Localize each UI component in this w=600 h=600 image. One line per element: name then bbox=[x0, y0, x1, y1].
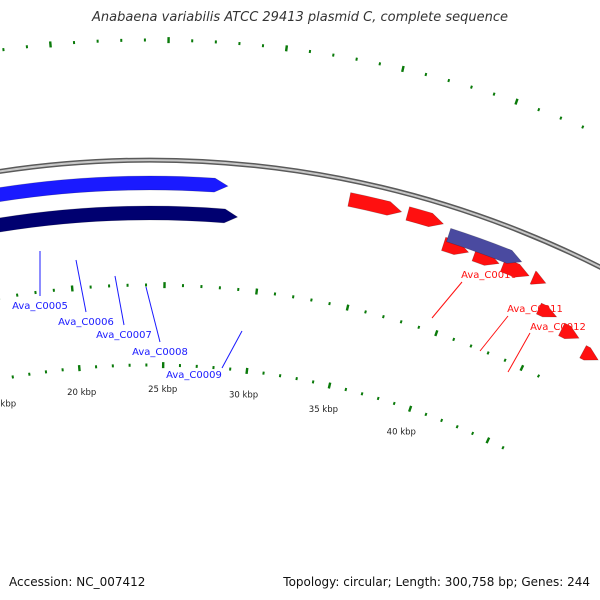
tick-mark bbox=[360, 392, 364, 396]
tick-mark bbox=[328, 301, 331, 306]
tick-mark bbox=[503, 358, 507, 363]
tick-label: 30 kbp bbox=[229, 391, 258, 401]
tick-mark bbox=[471, 431, 475, 436]
tick-label: 35 kbp bbox=[309, 405, 338, 415]
highlight-gene-arrow bbox=[535, 302, 558, 318]
tick-mark bbox=[245, 367, 249, 375]
tick-mark bbox=[501, 445, 505, 450]
tick-mark bbox=[408, 405, 413, 412]
tick-label: 15 kbp bbox=[0, 400, 16, 410]
tick-mark bbox=[284, 45, 289, 52]
tick-mark bbox=[255, 288, 259, 295]
gene-callout-line bbox=[507, 332, 531, 373]
tick-mark bbox=[581, 125, 585, 129]
tick-mark bbox=[345, 304, 350, 311]
gene-callout-line bbox=[114, 275, 125, 326]
tick-mark bbox=[424, 412, 428, 417]
tick-mark bbox=[327, 382, 332, 389]
minor-tick-dots bbox=[0, 37, 585, 450]
tick-mark bbox=[399, 320, 403, 324]
tick-mark bbox=[536, 374, 541, 378]
tick-mark bbox=[355, 57, 358, 61]
gene-label: Ava_C0007 bbox=[96, 330, 152, 341]
gene-label: Ava_C0005 bbox=[12, 301, 68, 312]
tick-mark bbox=[514, 98, 519, 105]
feature-layer bbox=[0, 175, 599, 361]
gene-label: Ava_C0010 bbox=[461, 270, 517, 281]
tick-mark bbox=[401, 65, 405, 73]
tick-mark bbox=[11, 375, 15, 379]
tick-mark bbox=[382, 314, 385, 319]
topology-summary: Topology: circular; Length: 300,758 bp; … bbox=[283, 575, 590, 589]
reverse-gene-arrow bbox=[0, 205, 239, 233]
tick-mark bbox=[447, 78, 451, 83]
gene-label: Ava_C0008 bbox=[132, 347, 188, 358]
tick-mark bbox=[70, 285, 74, 292]
tick-label: 40 kbp bbox=[387, 427, 416, 437]
tick-mark bbox=[364, 310, 367, 314]
tick-mark bbox=[486, 351, 490, 355]
tick-mark bbox=[48, 41, 52, 48]
tick-mark bbox=[77, 365, 81, 372]
gene-label: Ava_C0009 bbox=[166, 370, 222, 381]
tick-mark bbox=[537, 107, 541, 112]
tick-mark bbox=[310, 298, 313, 302]
tick-mark bbox=[455, 424, 459, 429]
tick-mark bbox=[311, 380, 315, 384]
map-title: Anabaena variabilis ATCC 29413 plasmid C… bbox=[92, 10, 508, 25]
gene-callout-line bbox=[431, 281, 463, 319]
tick-mark bbox=[452, 337, 456, 342]
tick-mark bbox=[440, 418, 444, 423]
accession-text: Accession: NC_007412 bbox=[9, 575, 146, 589]
backbone-layer bbox=[0, 157, 600, 270]
tick-mark bbox=[295, 376, 298, 381]
tick-mark bbox=[519, 364, 525, 372]
tick-mark bbox=[392, 401, 396, 406]
tick-mark bbox=[378, 62, 382, 66]
gene-callout-line bbox=[479, 315, 509, 352]
gene-label: Ava_C0006 bbox=[58, 317, 114, 328]
tick-mark bbox=[470, 85, 473, 89]
tick-mark bbox=[434, 329, 439, 337]
tick-mark bbox=[559, 116, 563, 120]
label-layer: 15 kbp 20 kbp 25 kbp 30 kbp 35 kbp 40 kbp Ava_… bbox=[0, 251, 586, 437]
highlight-gene-arrow bbox=[347, 192, 403, 216]
tick-mark bbox=[424, 72, 428, 77]
highlight-gene-arrow bbox=[529, 270, 547, 285]
highlight-reverse-arrow bbox=[446, 227, 523, 264]
tick-mark bbox=[376, 396, 380, 401]
gene-label: Ava_C0012 bbox=[530, 322, 586, 333]
tick-mark bbox=[344, 387, 348, 392]
tick-label: 25 kbp bbox=[148, 385, 177, 395]
highlight-gene-arrow bbox=[579, 345, 599, 361]
backbone-inner bbox=[0, 159, 600, 269]
tick-label: 20 kbp bbox=[67, 388, 96, 398]
gene-callout-line bbox=[221, 330, 243, 369]
forward-gene-arrow bbox=[0, 175, 229, 202]
gene-callout-line bbox=[145, 286, 161, 343]
gene-callout-line bbox=[75, 259, 87, 313]
highlight-gene-arrow bbox=[405, 206, 445, 227]
tick-mark bbox=[485, 437, 491, 444]
highlight-gene-arrow bbox=[558, 322, 580, 340]
gene-label: Ava_C0011 bbox=[507, 304, 563, 315]
tick-mark bbox=[469, 344, 473, 348]
tick-mark bbox=[417, 325, 421, 330]
tick-mark bbox=[492, 92, 496, 96]
